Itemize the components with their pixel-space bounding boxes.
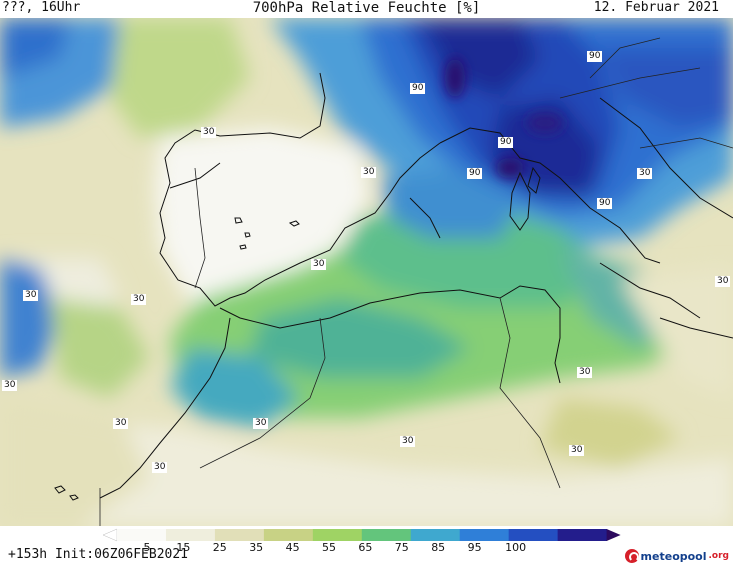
colorbar-segment	[312, 529, 363, 541]
contour-label: 90	[467, 168, 483, 179]
contour-label: 30	[152, 462, 168, 473]
colorbar-segment	[508, 529, 559, 541]
map-title: 700hPa Relative Feuchte [%]	[252, 0, 481, 16]
logo-icon	[624, 549, 639, 563]
colorbar-segment	[165, 529, 216, 541]
colorbar-segment	[117, 529, 167, 541]
colorbar-tick-label: 100	[505, 541, 527, 554]
colorbar-right-arrow	[606, 529, 621, 541]
meteopool-logo[interactable]: meteopool .org	[624, 549, 729, 563]
humidity-map	[0, 18, 733, 526]
contour-label: 30	[569, 445, 585, 456]
contour-label: 30	[131, 294, 147, 305]
colorbar-tick-label: 95	[467, 541, 482, 554]
colorbar	[103, 528, 621, 542]
contour-label: 90	[410, 83, 426, 94]
contour-label: 30	[2, 380, 18, 391]
contour-label: 30	[361, 167, 377, 178]
contour-label: 30	[577, 367, 593, 378]
forecast-run-info: +153h Init:06Z06FEB2021	[8, 547, 189, 562]
contour-label: 30	[253, 418, 269, 429]
colorbar-segment	[214, 529, 265, 541]
contour-label: 90	[498, 137, 514, 148]
valid-date-label: 12. Februar 2021	[593, 0, 719, 15]
coastlines	[99, 72, 733, 499]
contour-label: 90	[597, 198, 613, 209]
colorbar-tick-label: 35	[249, 541, 264, 554]
colorbar-tick-label: 65	[358, 541, 373, 554]
colorbar-tick-label: 5	[143, 541, 151, 554]
borders	[99, 37, 733, 526]
logo-tld: .org	[708, 551, 729, 561]
colorbar-tick-label: 15	[176, 541, 191, 554]
colorbar-left-arrow	[103, 528, 118, 542]
colorbar-tick-label: 25	[212, 541, 227, 554]
colorbar-tick-label: 85	[431, 541, 446, 554]
contour-label: 30	[637, 168, 653, 179]
logo-text: meteopool	[640, 549, 707, 563]
colorbar-segment	[361, 529, 412, 541]
weekday-time-label: ???, 16Uhr	[2, 0, 81, 15]
contour-label: 30	[23, 290, 39, 301]
humidity-maxima	[445, 58, 563, 178]
colorbar-tick-label: 55	[322, 541, 336, 554]
colorbar-tick-label: 75	[394, 541, 409, 554]
colorbar-tick-label: 45	[285, 541, 300, 554]
contour-label: 30	[715, 276, 731, 287]
contour-label: 30	[201, 127, 217, 138]
colorbar-segment	[459, 529, 510, 541]
contour-label: 30	[311, 259, 327, 270]
colorbar-segment	[410, 529, 461, 541]
contour-label: 30	[400, 436, 416, 447]
colorbar-segment	[263, 529, 314, 541]
colorbar-segment	[557, 529, 608, 541]
contour-label: 30	[113, 418, 129, 429]
contour-label: 90	[587, 51, 603, 62]
islands	[54, 217, 300, 501]
